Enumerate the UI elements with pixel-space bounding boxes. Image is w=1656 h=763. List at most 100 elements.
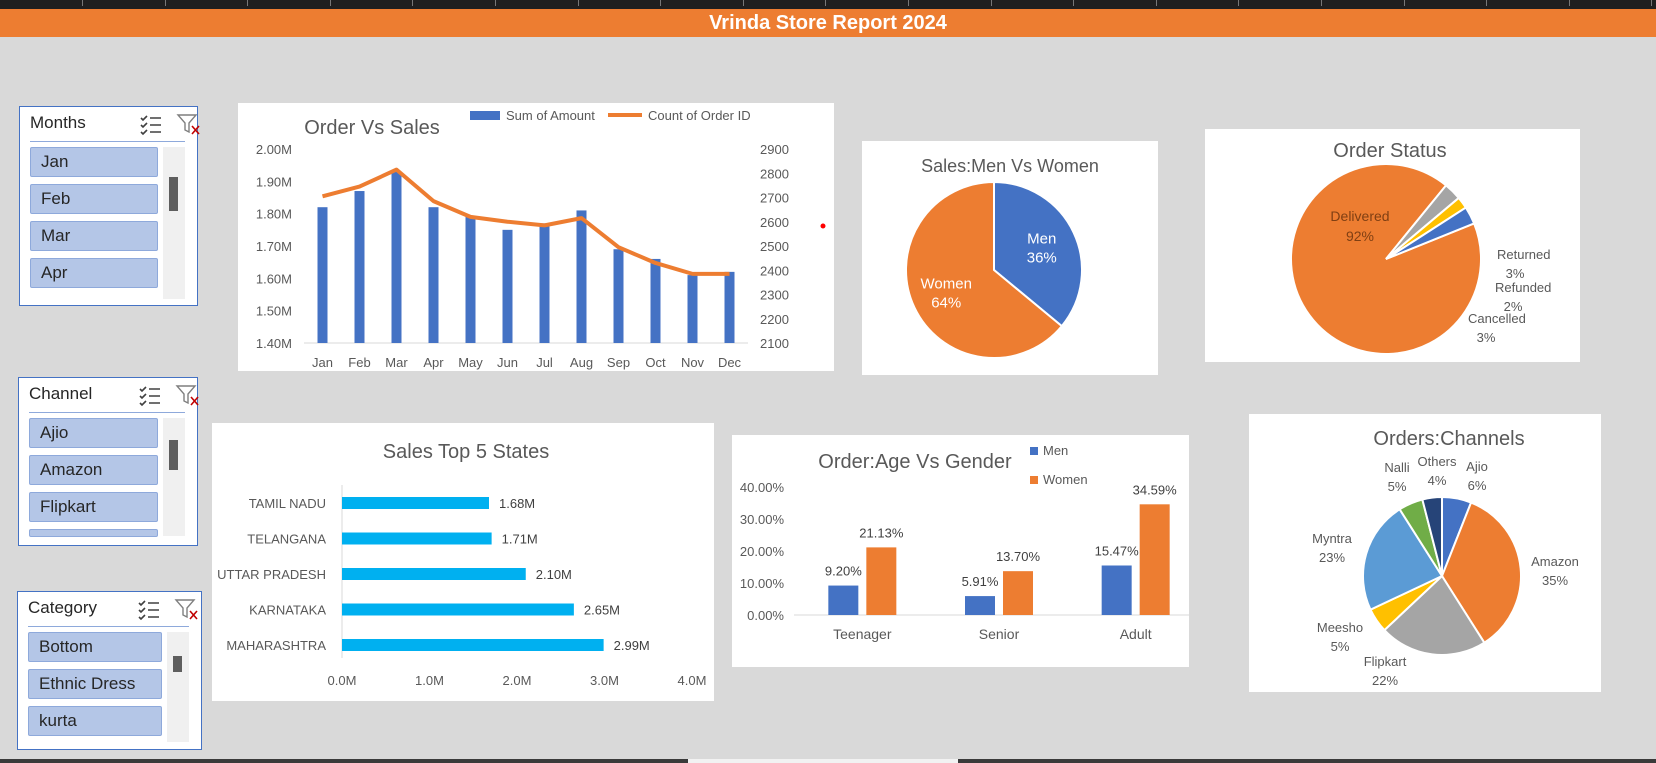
x-tick-label: May (458, 355, 483, 370)
pie-slice-flipkart (1382, 574, 1486, 656)
bar-sum-of-amount (687, 275, 698, 343)
column-divider (412, 0, 414, 6)
data-label: 9.20% (825, 564, 862, 579)
bar-sum-of-amount (576, 210, 587, 343)
data-label-pct: 3% (1506, 266, 1525, 281)
data-label-pct: 5% (1331, 639, 1350, 654)
multiselect-icon[interactable] (136, 596, 162, 622)
y2-tick-label: 2200 (760, 312, 789, 327)
legend-swatch-women (1030, 476, 1038, 484)
slicer-item-apr[interactable]: Apr (30, 258, 158, 288)
data-label-name: Myntra (1312, 531, 1353, 546)
scrollbar-thumb[interactable] (173, 656, 182, 672)
data-label-name: Returned (1497, 247, 1550, 262)
age-vs-gender-chart-panel[interactable]: Order:Age Vs Gender Men Women 0.00% 10.00% 20… (732, 435, 1204, 667)
order-status-chart-panel[interactable]: Order Status Delivered 92% Returned 3% Refund… (1205, 129, 1580, 362)
channel-slicer[interactable]: Channel Ajio Amazon Flipkart (18, 377, 201, 546)
slicer-item-bottom[interactable]: Bottom (28, 632, 162, 662)
bar-state (342, 603, 574, 616)
data-label-pct: 6% (1468, 478, 1487, 493)
x-tick-label: Mar (385, 355, 408, 370)
multiselect-icon[interactable] (138, 111, 164, 137)
slicer-item-feb[interactable]: Feb (30, 184, 158, 214)
bar-sum-of-amount (650, 258, 661, 343)
legend-swatch-men (1030, 447, 1038, 455)
y2-tick-label: 2100 (760, 336, 789, 351)
data-label-pct: 2% (1504, 299, 1523, 314)
top5-states-chart: Sales Top 5 States TAMIL NADU 1.68M TELANGA… (217, 441, 706, 688)
bar-sum-of-amount (724, 271, 735, 343)
slicer-item-ethnic-dress[interactable]: Ethnic Dress (28, 669, 162, 699)
sheet-tab-strip (0, 759, 1656, 763)
data-label-name: Refunded (1495, 280, 1551, 295)
clear-filter-icon[interactable] (176, 111, 202, 137)
y2-tick-label: 2800 (760, 166, 789, 181)
data-label-name: Amazon (1531, 554, 1579, 569)
orders-channels-chart-panel[interactable]: Orders:Channels Ajio 6% Amazon 35% Flipkart 22… (1249, 414, 1601, 692)
data-label-pct: 64% (931, 294, 961, 311)
slicer-item-amazon[interactable]: Amazon (29, 455, 158, 485)
data-label-pct: 5% (1388, 479, 1407, 494)
slicer-item-mar[interactable]: Mar (30, 221, 158, 251)
legend-label-count-of-order-id: Count of Order ID (648, 108, 751, 123)
data-label-name: Meesho (1317, 620, 1363, 635)
x-tick-label: Feb (348, 355, 370, 370)
slicer-item-flipkart[interactable]: Flipkart (29, 492, 158, 522)
column-divider (82, 0, 83, 6)
data-label: 34.59% (1133, 482, 1178, 497)
x-tick-label: 3.0M (590, 673, 619, 688)
months-slicer[interactable]: Months Jan Feb Mar Apr (19, 106, 200, 306)
bar-state (342, 568, 526, 580)
x-tick-label: 0.0M (328, 673, 357, 688)
line-count-of-order-id (321, 167, 730, 276)
data-label: 2.99M (614, 638, 650, 653)
bar-sum-of-amount (613, 249, 624, 343)
slicer-scrollbar[interactable] (163, 147, 185, 299)
data-label-name: Men (1027, 231, 1056, 248)
slicer-scrollbar[interactable] (163, 418, 185, 536)
data-label-name: Cancelled (1468, 311, 1526, 326)
y-tick-label: KARNATAKA (249, 603, 326, 618)
order-vs-sales-chart-panel[interactable]: Order Vs Sales Sum of Amount Count of Orde… (238, 103, 834, 371)
column-divider (1238, 0, 1240, 6)
scrollbar-thumb[interactable] (169, 177, 178, 211)
bar-sum-of-amount (539, 223, 550, 343)
x-tick-label: 1.0M (415, 673, 444, 688)
active-sheet-tab[interactable] (688, 759, 958, 763)
y-tick-label: 1.50M (256, 304, 292, 319)
bar-men (828, 585, 859, 615)
bar-men (1101, 565, 1132, 615)
slicer-item-partial[interactable] (29, 529, 158, 537)
clear-filter-icon[interactable] (174, 596, 200, 622)
slicer-item-jan[interactable]: Jan (30, 147, 158, 177)
data-label: 2.10M (536, 567, 572, 582)
y-tick-label: 10.00% (740, 576, 785, 591)
bar-men (965, 596, 995, 615)
pie-slice-cancelled (1385, 206, 1476, 260)
y-tick-label: 30.00% (740, 512, 785, 527)
y-tick-label: TAMIL NADU (249, 496, 326, 511)
slicer-item-kurta[interactable]: kurta (28, 706, 162, 736)
category-slicer-title: Category (28, 598, 97, 617)
clear-filter-icon[interactable] (175, 382, 201, 408)
data-label-pct: 92% (1346, 228, 1374, 244)
data-label: 5.91% (962, 574, 999, 589)
sales-men-women-chart-panel[interactable]: Sales:Men Vs Women Men 36% Women 64% (862, 141, 1158, 375)
top5-states-chart-panel[interactable]: Sales Top 5 States TAMIL NADU 1.68M TELANGA… (212, 423, 714, 701)
category-slicer[interactable]: Category Bottom Ethnic Dress kurta (17, 591, 202, 750)
x-tick-label: Oct (645, 355, 666, 370)
bar-state (342, 639, 604, 651)
column-divider (1073, 0, 1075, 6)
x-tick-label: Teenager (833, 626, 892, 642)
scrollbar-thumb[interactable] (169, 440, 178, 470)
data-label: 1.71M (502, 532, 538, 547)
multiselect-icon[interactable] (137, 382, 163, 408)
y-tick-label: TELANGANA (247, 532, 326, 547)
y-tick-label: 0.00% (747, 608, 784, 623)
orders-channels-chart: Orders:Channels Ajio 6% Amazon 35% Flipkart 22… (1312, 428, 1579, 688)
slicer-item-ajio[interactable]: Ajio (29, 418, 158, 448)
column-divider (1486, 0, 1488, 6)
age-vs-gender-chart: Order:Age Vs Gender Men Women 0.00% 10.00% 20… (740, 443, 1204, 642)
data-label-pct: 36% (1027, 250, 1057, 267)
slicer-scrollbar[interactable] (167, 632, 189, 742)
